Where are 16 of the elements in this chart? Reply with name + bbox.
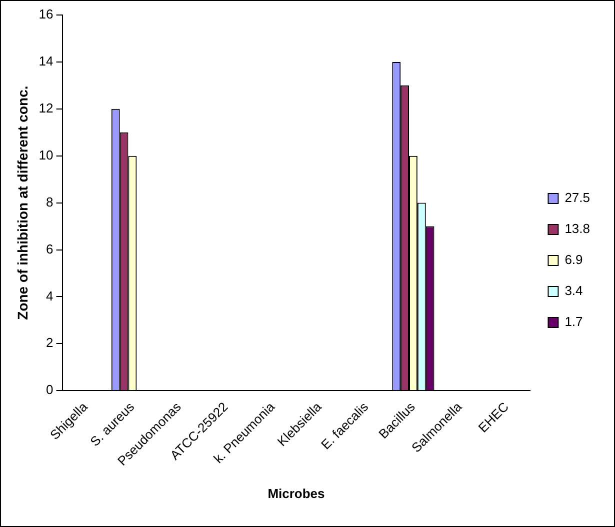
y-tick-label: 0 xyxy=(46,382,54,398)
y-tick-label: 16 xyxy=(38,6,54,22)
y-tick-label: 6 xyxy=(46,241,54,256)
y-axis-title: Zone of inhibition at different conc. xyxy=(14,86,30,320)
legend-label: 27.5 xyxy=(564,190,590,206)
legend-label: 3.4 xyxy=(564,283,583,298)
x-axis-title: Microbes xyxy=(268,486,325,501)
y-tick-label: 12 xyxy=(38,100,54,116)
y-tick-label: 14 xyxy=(38,54,54,69)
y-tick-label: 10 xyxy=(38,147,54,162)
y-tick-label: 4 xyxy=(46,288,54,304)
y-tick-label: 8 xyxy=(46,194,54,210)
legend-label: 6.9 xyxy=(564,252,583,268)
legend-label: 1.7 xyxy=(564,314,583,330)
legend-label: 13.8 xyxy=(564,221,590,236)
y-tick-label: 2 xyxy=(46,335,54,350)
